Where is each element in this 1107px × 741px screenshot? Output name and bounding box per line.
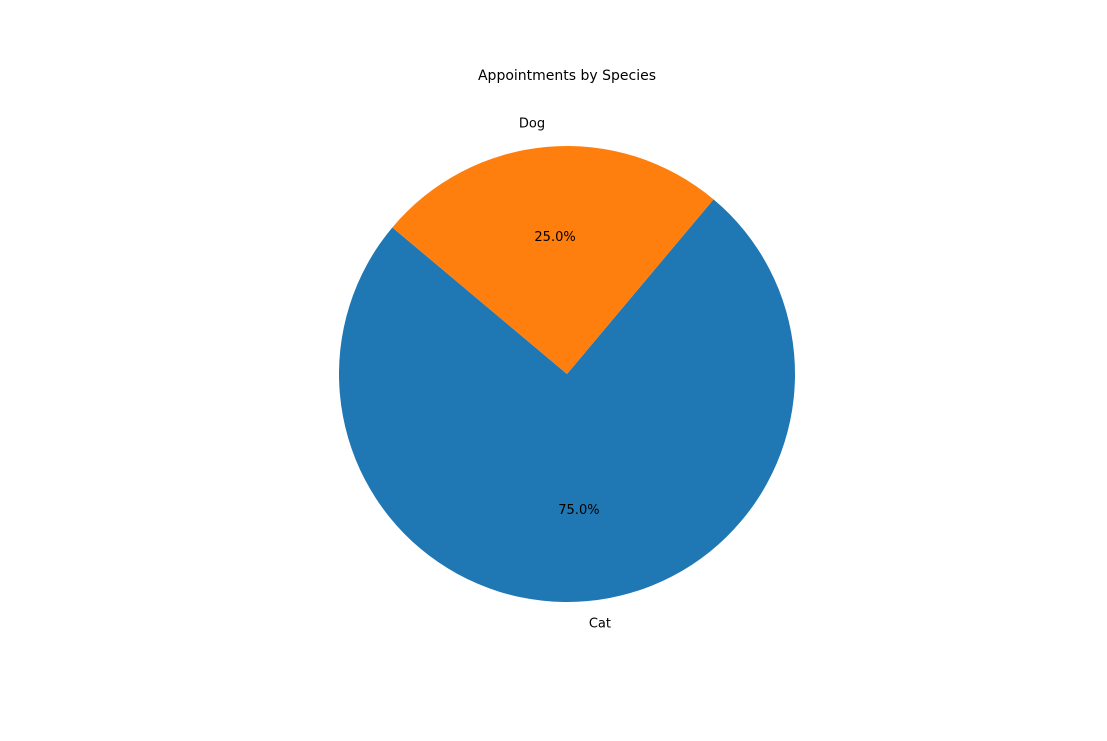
pie-slices — [339, 146, 796, 603]
pie-slice-dog — [392, 146, 714, 374]
slice-label-dog: Dog — [519, 117, 545, 132]
percent-label-cat: 75.0% — [558, 503, 599, 518]
chart-title: Appointments by Species — [478, 68, 656, 84]
percent-label-dog: 25.0% — [534, 230, 575, 245]
slice-label-cat: Cat — [589, 616, 611, 631]
pie-labels: Cat 75.0% Dog 25.0% — [519, 117, 611, 632]
pie-slice-cat — [339, 199, 796, 603]
